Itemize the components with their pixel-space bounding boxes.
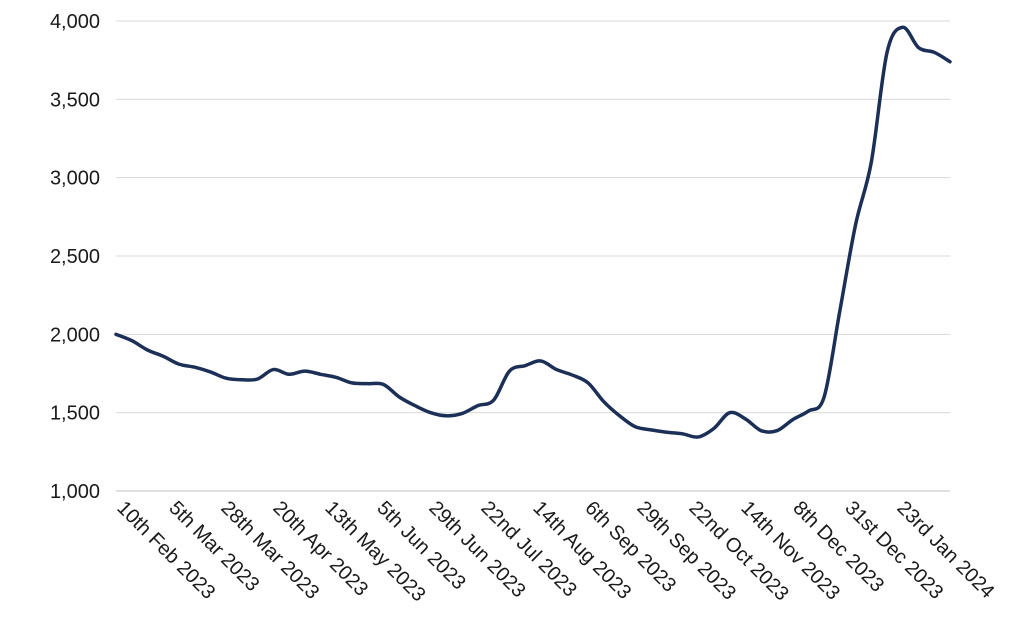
series-layer (114, 25, 952, 439)
data-point (130, 339, 133, 342)
data-point (413, 404, 416, 407)
data-point (461, 412, 464, 415)
data-point (162, 355, 165, 358)
data-point (697, 435, 700, 438)
data-point (303, 370, 306, 373)
data-point (209, 370, 212, 373)
data-point (398, 396, 401, 399)
data-point (445, 414, 448, 417)
x-tick-label: 6th Sep 2023 (580, 497, 680, 597)
y-tick-label: 2,000 (50, 324, 100, 346)
data-point (775, 429, 778, 432)
data-point (272, 368, 275, 371)
data-point (351, 381, 354, 384)
data-point (288, 373, 291, 376)
data-point (240, 378, 243, 381)
data-point (146, 349, 149, 352)
data-point (571, 374, 574, 377)
data-point (618, 414, 621, 417)
x-tick-label: 5th Mar 2023 (164, 497, 263, 596)
data-point (760, 429, 763, 432)
data-point (193, 366, 196, 369)
data-point (665, 431, 668, 434)
data-point (602, 400, 605, 403)
data-point (476, 404, 479, 407)
data-point (728, 411, 731, 414)
data-point (901, 26, 904, 29)
data-point (492, 399, 495, 402)
x-tick-label: 8th Dec 2023 (788, 497, 888, 597)
data-point (949, 60, 952, 63)
y-tick-label: 3,000 (50, 168, 100, 190)
data-point (634, 425, 637, 428)
y-tick-label: 4,000 (50, 11, 100, 33)
data-point (587, 381, 590, 384)
data-point (870, 161, 873, 164)
data-point (681, 432, 684, 435)
data-point (650, 428, 653, 431)
data-point (712, 427, 715, 430)
y-tick-label: 3,500 (50, 89, 100, 111)
data-point (225, 377, 228, 380)
data-point (555, 368, 558, 371)
data-point (335, 376, 338, 379)
data-point (524, 364, 527, 367)
data-point (508, 370, 511, 373)
data-point (539, 359, 542, 362)
data-point (807, 410, 810, 413)
data-point (886, 51, 889, 54)
data-point (823, 396, 826, 399)
data-point (177, 363, 180, 366)
data-point (933, 51, 936, 54)
data-point (854, 223, 857, 226)
y-tick-label: 1,000 (50, 481, 100, 503)
data-point (838, 309, 841, 312)
data-point (256, 377, 259, 380)
data-point (382, 383, 385, 386)
y-axis: 1,000 1,500 2,000 2,500 3,000 3,500 4,000 (50, 11, 100, 503)
data-point (917, 46, 920, 49)
y-tick-label: 1,500 (50, 403, 100, 425)
data-point (429, 411, 432, 414)
y-tick-label: 2,500 (50, 246, 100, 268)
grid-layer (116, 20, 950, 414)
data-point (115, 333, 118, 336)
data-point (366, 382, 369, 385)
series-line (114, 25, 952, 439)
data-point (319, 373, 322, 376)
data-point (791, 418, 794, 421)
data-point (744, 417, 747, 420)
